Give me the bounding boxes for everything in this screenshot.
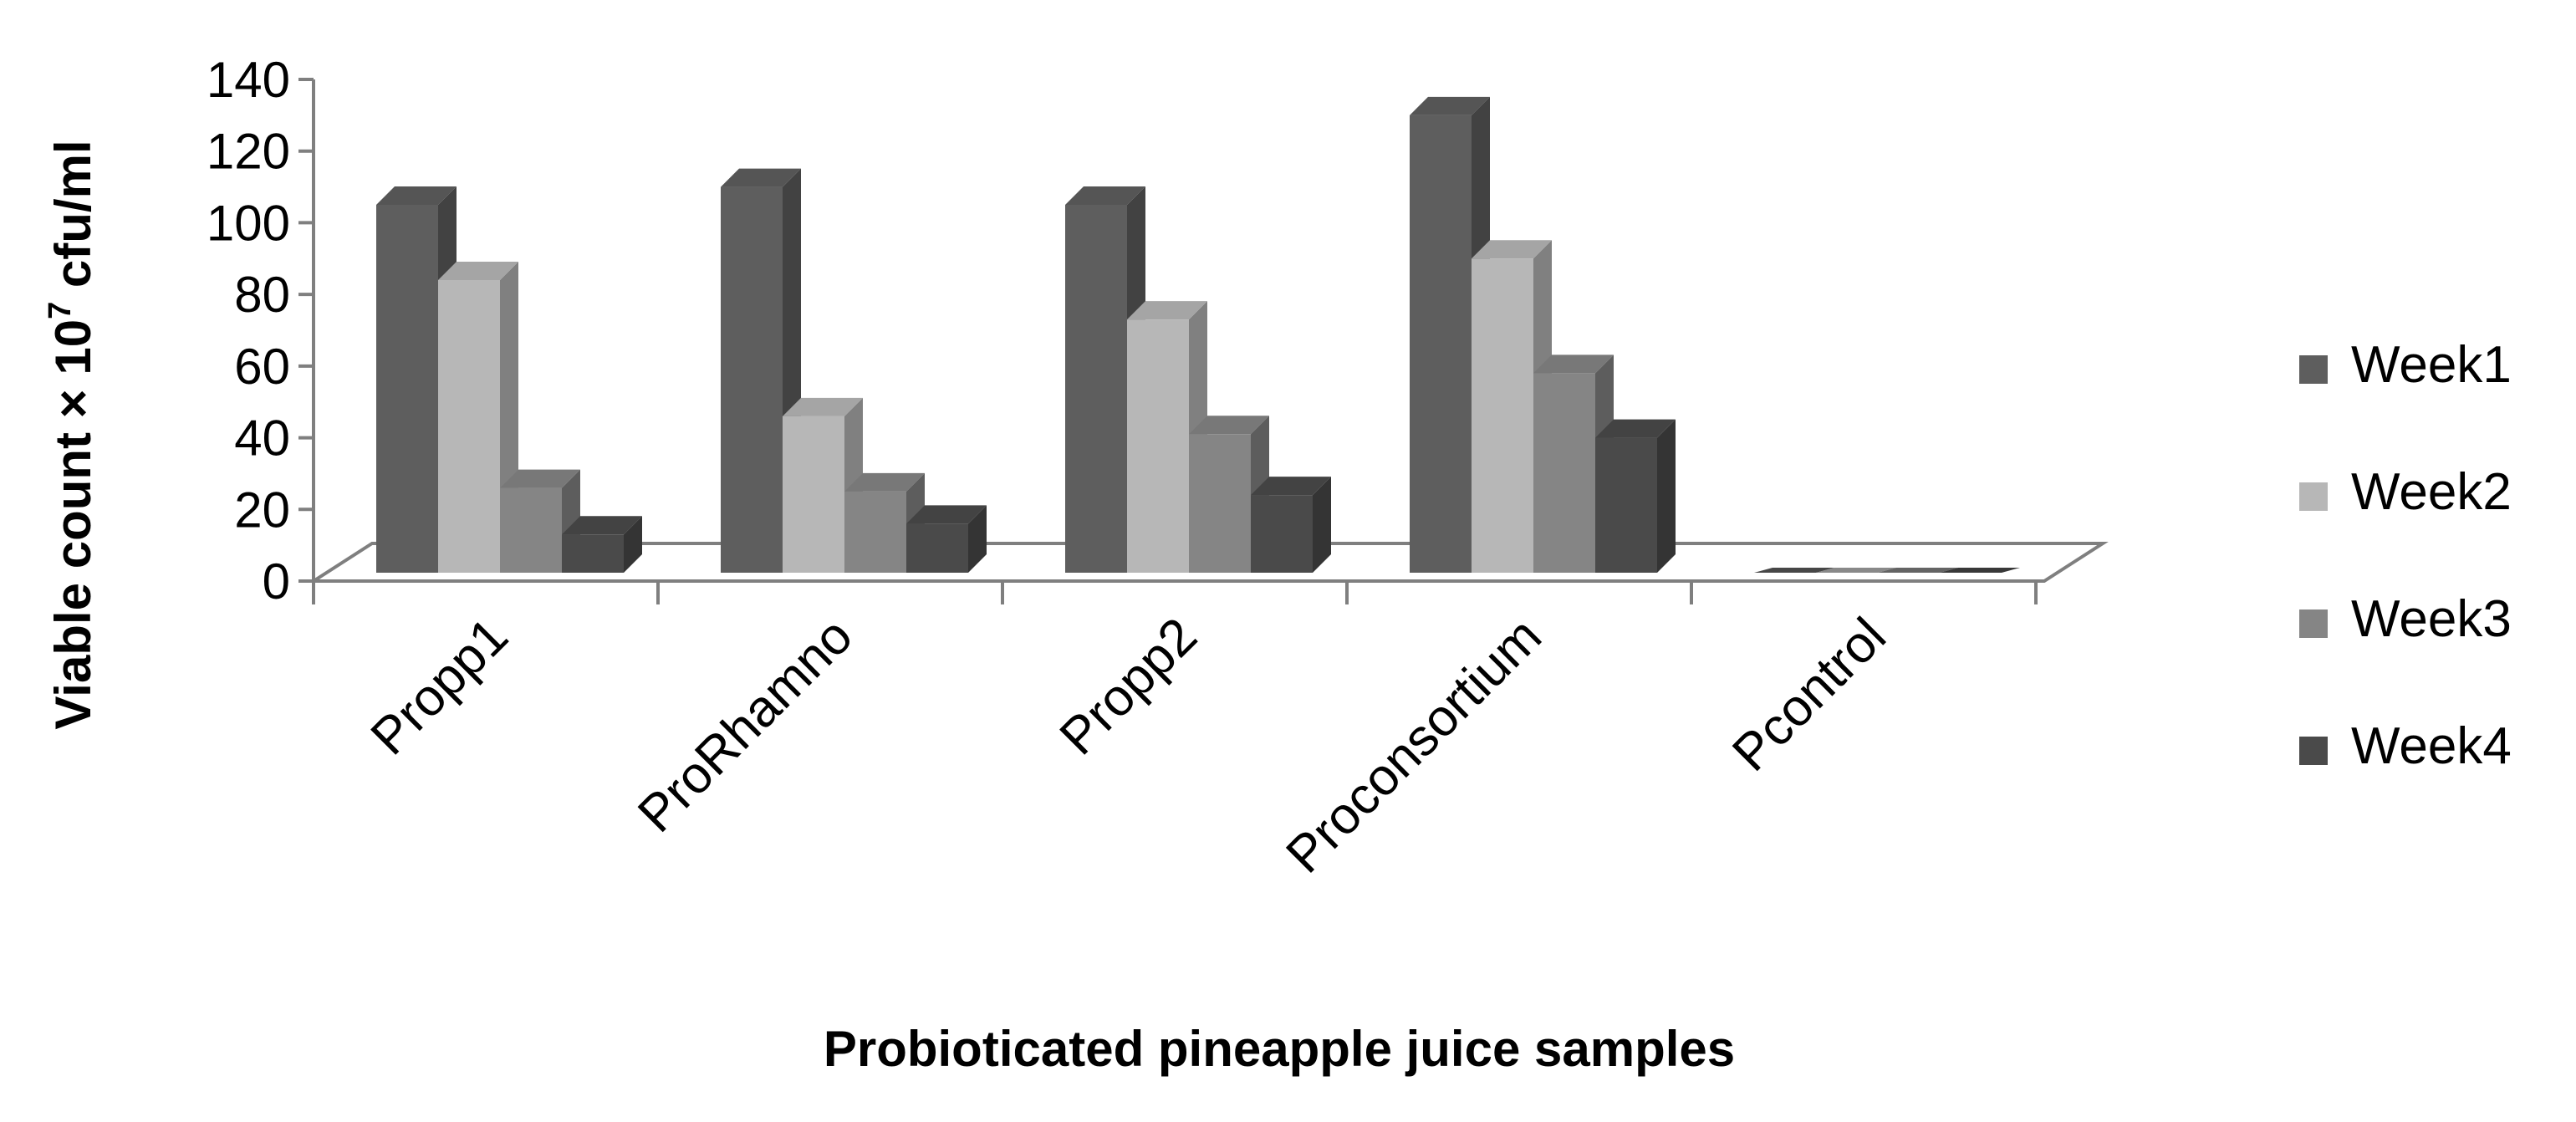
bar-top xyxy=(500,469,580,488)
bar-front xyxy=(906,523,968,573)
legend-swatch xyxy=(2299,737,2328,765)
bar-side xyxy=(1313,477,1331,573)
legend-label: Week3 xyxy=(2351,590,2512,648)
bar xyxy=(1940,568,2020,573)
bar-top xyxy=(844,472,925,492)
bar-side xyxy=(1657,419,1676,573)
bar-top xyxy=(906,505,987,524)
bar xyxy=(1878,568,1958,573)
bar-top xyxy=(721,168,801,187)
bar-front xyxy=(1127,319,1189,573)
legend-item: Week1 xyxy=(2299,336,2512,394)
bar-front xyxy=(1595,437,1657,573)
bar-front xyxy=(721,186,783,574)
bar-front xyxy=(1472,258,1533,573)
bar-top xyxy=(1940,568,2020,573)
legend-label: Week1 xyxy=(2351,336,2512,394)
y-axis: 0 20 40 60 80 100 120 140 xyxy=(207,52,315,609)
legend-swatch xyxy=(2299,609,2328,638)
bar xyxy=(438,262,518,573)
category-label: ProRhamno xyxy=(627,607,864,844)
y-tick-label: 40 xyxy=(234,411,290,467)
y-axis-title-superscript: 7 xyxy=(43,302,78,319)
category-labels: Propp1 ProRhamno Propp2 Proconsortium Pcontr… xyxy=(360,607,1897,884)
bar-side xyxy=(968,505,987,573)
y-tick-label: 80 xyxy=(234,267,290,323)
bar-front xyxy=(1065,205,1127,573)
legend-swatch xyxy=(2299,355,2328,384)
bar-top xyxy=(438,262,518,280)
y-axis-title-suffix: cfu/ml xyxy=(45,140,101,301)
bar-top xyxy=(1127,301,1207,320)
bar xyxy=(1189,416,1269,573)
bar-side xyxy=(624,516,642,573)
category-label: Propp1 xyxy=(360,607,519,766)
bar-front xyxy=(1189,434,1251,573)
category-label: Proconsortium xyxy=(1275,607,1552,884)
bar-front xyxy=(562,534,624,573)
y-tick-label: 0 xyxy=(263,553,290,609)
y-tick-label: 140 xyxy=(207,52,290,108)
bar-top xyxy=(1472,240,1552,259)
y-axis-title-prefix: Viable count × 10 xyxy=(45,319,101,730)
bar xyxy=(562,516,642,573)
category-label: Pcontrol xyxy=(1722,607,1897,783)
bar xyxy=(906,505,987,573)
bar-top xyxy=(1878,568,1958,573)
legend-label: Week4 xyxy=(2351,717,2512,775)
legend-item: Week4 xyxy=(2299,717,2512,775)
legend-label: Week2 xyxy=(2351,463,2512,521)
bar xyxy=(1595,419,1676,573)
legend-swatch xyxy=(2299,482,2328,511)
legend-item: Week2 xyxy=(2299,463,2512,521)
y-tick-label: 60 xyxy=(234,339,290,395)
bar xyxy=(1251,477,1331,573)
y-tick-label: 120 xyxy=(207,124,290,180)
bar-front xyxy=(438,280,500,573)
bar-top xyxy=(376,186,457,205)
category-label: Propp2 xyxy=(1049,607,1208,766)
bar-top xyxy=(1816,568,1896,573)
bar-front xyxy=(376,205,438,573)
bar-front xyxy=(1533,373,1595,573)
bar-front xyxy=(1251,495,1313,573)
bar-top xyxy=(1595,419,1676,438)
bar-top xyxy=(1533,354,1614,374)
bar-top xyxy=(1410,96,1490,115)
bar-top xyxy=(1754,568,1834,573)
bar-top xyxy=(562,516,642,535)
bar-front xyxy=(844,491,906,573)
bar-top xyxy=(1189,416,1269,435)
bar-front xyxy=(500,487,562,573)
legend-item: Week3 xyxy=(2299,590,2512,648)
x-axis-title: Probioticated pineapple juice samples xyxy=(824,1021,1735,1077)
bar xyxy=(1816,568,1896,573)
bar xyxy=(1754,568,1834,573)
bar-top xyxy=(1251,477,1331,496)
y-tick-label: 100 xyxy=(207,195,290,251)
bars xyxy=(376,96,2020,574)
bar-top xyxy=(1065,186,1145,205)
bar xyxy=(500,469,580,573)
legend: Week1 Week2 Week3 Week4 xyxy=(2299,336,2512,775)
bar-front xyxy=(783,416,844,573)
y-tick-label: 20 xyxy=(234,482,290,538)
bar-top xyxy=(783,397,863,416)
bar-front xyxy=(1410,115,1472,573)
y-axis-title: Viable count × 107 cfu/ml xyxy=(43,140,101,729)
